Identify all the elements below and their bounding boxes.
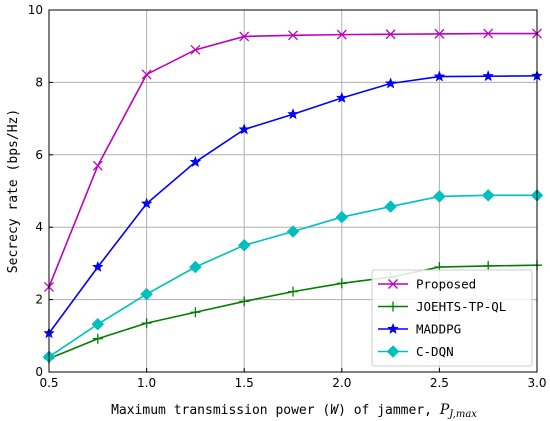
y-tick-label: 8	[35, 75, 43, 89]
data-point-maddpg	[189, 155, 202, 168]
data-point-joehts-tp-ql	[239, 296, 250, 307]
legend-marker-proposed	[388, 279, 398, 289]
data-point-c-dqn	[481, 188, 495, 202]
series-c-dqn	[42, 188, 544, 364]
x-tick-label: 1.5	[235, 376, 254, 390]
x-axis-label-subscript: J,max	[447, 409, 477, 420]
data-point-joehts-tp-ql	[141, 318, 152, 329]
x-tick-label: 3.0	[527, 376, 546, 390]
data-point-proposed	[336, 29, 347, 40]
x-tick-label: 0.5	[39, 376, 58, 390]
data-point-c-dqn	[335, 210, 349, 224]
x-tick-label: 1.0	[137, 376, 156, 390]
legend-box	[371, 269, 533, 367]
legend-label-maddpg: MADDPG	[416, 322, 461, 337]
series-layer	[42, 28, 544, 364]
data-point-c-dqn	[91, 317, 105, 331]
x-axis-label-symbol: P	[439, 402, 450, 418]
y-tick-label: 4	[35, 220, 43, 234]
data-point-proposed	[190, 44, 201, 55]
legend-marker-c-dqn	[386, 345, 400, 358]
data-point-proposed	[434, 28, 445, 39]
legend-label-c-dqn: C-DQN	[416, 344, 454, 359]
data-point-proposed	[92, 160, 103, 171]
x-axis-label-middle: ) of jammer,	[338, 403, 440, 418]
legend-marker-joehts-tp-ql	[388, 301, 398, 312]
data-point-joehts-tp-ql	[92, 333, 103, 344]
y-tick-label: 6	[35, 148, 43, 162]
data-point-maddpg	[238, 123, 251, 135]
data-point-maddpg	[433, 70, 446, 82]
data-point-maddpg	[335, 91, 348, 104]
legend-label-joehts-tp-ql: JOEHTS-TP-QL	[416, 299, 506, 314]
x-axis-ticks: 0.5 1.0 1.5 2.0 2.5 3.0	[39, 368, 547, 390]
data-point-joehts-tp-ql	[288, 286, 298, 297]
y-tick-label: 0	[35, 365, 43, 379]
legend: Proposed JOEHTS-TP-QL MADDPG C-DQN	[371, 269, 533, 367]
data-point-maddpg	[91, 260, 104, 273]
data-point-maddpg	[140, 197, 153, 209]
data-point-proposed	[288, 30, 298, 41]
y-axis-ticks: 0 2 4 6 8 10	[28, 3, 53, 379]
data-point-proposed	[385, 29, 396, 40]
data-point-c-dqn	[384, 200, 397, 213]
x-axis-label-variable: W	[330, 403, 339, 418]
x-axis-label-prefix: Maximum transmission power (	[111, 403, 330, 418]
data-point-joehts-tp-ql	[336, 278, 347, 289]
y-tick-label: 2	[35, 293, 43, 307]
series-proposed	[44, 28, 542, 292]
legend-label-proposed: Proposed	[416, 277, 476, 292]
data-point-c-dqn	[286, 225, 300, 238]
x-axis-label: Maximum transmission power (W) of jammer…	[111, 402, 477, 420]
data-point-c-dqn	[140, 287, 153, 301]
data-point-proposed	[239, 31, 250, 42]
data-point-c-dqn	[433, 190, 446, 203]
data-point-c-dqn	[189, 260, 202, 274]
x-tick-label: 2.5	[430, 376, 449, 390]
series-line-proposed	[48, 32, 537, 288]
data-point-proposed	[483, 28, 494, 39]
data-point-maddpg	[482, 70, 495, 82]
data-point-joehts-tp-ql	[483, 260, 494, 271]
y-tick-label: 10	[28, 3, 43, 17]
data-point-joehts-tp-ql	[190, 307, 201, 318]
data-point-maddpg	[287, 108, 299, 120]
data-point-c-dqn	[237, 238, 251, 252]
x-tick-label: 2.0	[332, 376, 351, 390]
legend-marker-maddpg	[387, 322, 399, 335]
y-axis-label: Secrecy rate (bps/Hz)	[6, 109, 21, 273]
data-point-proposed	[141, 69, 152, 80]
data-point-maddpg	[384, 77, 397, 89]
plot-area-frame	[48, 9, 538, 373]
